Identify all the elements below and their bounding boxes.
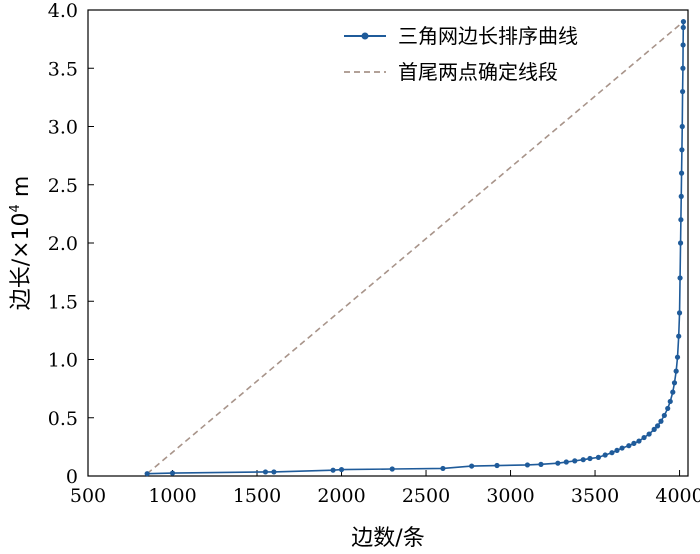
data-point xyxy=(680,65,686,71)
data-point xyxy=(262,469,269,475)
data-point xyxy=(651,426,657,432)
data-point xyxy=(602,452,608,458)
data-point xyxy=(679,123,685,130)
x-tick-label: 2500 xyxy=(402,485,450,507)
data-point xyxy=(676,333,682,339)
data-point xyxy=(330,467,336,473)
y-tick-label: 0 xyxy=(66,466,78,488)
y-tick-label: 0.5 xyxy=(48,408,78,430)
data-point xyxy=(678,217,684,223)
data-point xyxy=(524,462,531,468)
data-point xyxy=(595,454,602,460)
y-tick-label: 1.5 xyxy=(48,291,78,313)
data-point xyxy=(494,462,500,469)
x-tick-label: 4000 xyxy=(655,485,700,507)
x-tick-label: 1500 xyxy=(233,485,281,507)
data-point xyxy=(641,434,647,441)
data-point xyxy=(677,275,683,281)
data-point xyxy=(636,438,642,444)
y-tick-label: 2.5 xyxy=(48,175,78,197)
data-point xyxy=(271,469,277,475)
x-tick-label: 2000 xyxy=(317,485,365,507)
series-line-endpoint-segment xyxy=(146,21,684,475)
data-point xyxy=(676,310,683,316)
x-tick-label: 3500 xyxy=(571,485,619,507)
data-point xyxy=(538,461,544,467)
x-tick-label: 3000 xyxy=(486,485,534,507)
data-point xyxy=(671,380,678,386)
data-point xyxy=(631,440,637,446)
data-point xyxy=(677,240,684,246)
data-point xyxy=(440,465,446,472)
data-point xyxy=(609,450,615,456)
data-point xyxy=(679,88,686,95)
data-point xyxy=(572,458,578,464)
data-point xyxy=(614,447,620,453)
data-point xyxy=(338,466,345,473)
x-axis-label: 边数/条 xyxy=(351,526,424,551)
data-point xyxy=(626,443,632,449)
data-point xyxy=(670,389,676,395)
data-point xyxy=(674,354,681,360)
data-point xyxy=(144,471,150,477)
data-point xyxy=(673,368,679,374)
data-point xyxy=(658,418,664,424)
data-point xyxy=(563,459,569,465)
data-point xyxy=(169,470,176,476)
data-point xyxy=(680,19,687,25)
y-tick-label: 4.0 xyxy=(48,0,78,22)
y-axis-ticks: 0 0.5 1.0 1.5 2.0 2.5 3.0 3.5 4.0 xyxy=(48,0,94,488)
series-layer xyxy=(144,19,687,477)
data-point xyxy=(619,445,625,451)
y-tick-label: 1.0 xyxy=(48,350,78,372)
y-tick-label: 3.0 xyxy=(48,117,78,139)
data-point xyxy=(680,24,686,31)
data-point xyxy=(661,412,667,419)
data-point xyxy=(469,463,475,469)
data-point xyxy=(667,398,673,405)
data-point xyxy=(555,460,561,466)
y-axis-label: 边长/×104 m xyxy=(8,176,34,311)
legend-marker-sorted-curve xyxy=(361,32,369,40)
data-point xyxy=(678,170,685,176)
y-tick-label: 3.5 xyxy=(48,58,78,80)
legend: 三角网边长排序曲线 首尾两点确定线段 xyxy=(344,24,578,84)
data-point xyxy=(389,466,395,472)
data-point xyxy=(665,405,671,412)
data-point xyxy=(587,455,593,462)
x-tick-label: 500 xyxy=(70,485,106,507)
plot-frame xyxy=(87,9,689,477)
data-point xyxy=(680,42,686,48)
data-point xyxy=(646,431,652,437)
data-point xyxy=(678,193,684,199)
data-point xyxy=(580,457,586,463)
data-point xyxy=(654,423,661,429)
data-point xyxy=(679,147,685,153)
x-tick-label: 1000 xyxy=(148,485,196,507)
legend-label-sorted-curve: 三角网边长排序曲线 xyxy=(398,24,578,48)
x-axis-ticks: 500 1000 1500 2000 2500 3000 3500 4000 xyxy=(70,470,700,507)
legend-label-endpoint-line: 首尾两点确定线段 xyxy=(398,60,558,84)
y-tick-label: 2.0 xyxy=(48,233,78,255)
